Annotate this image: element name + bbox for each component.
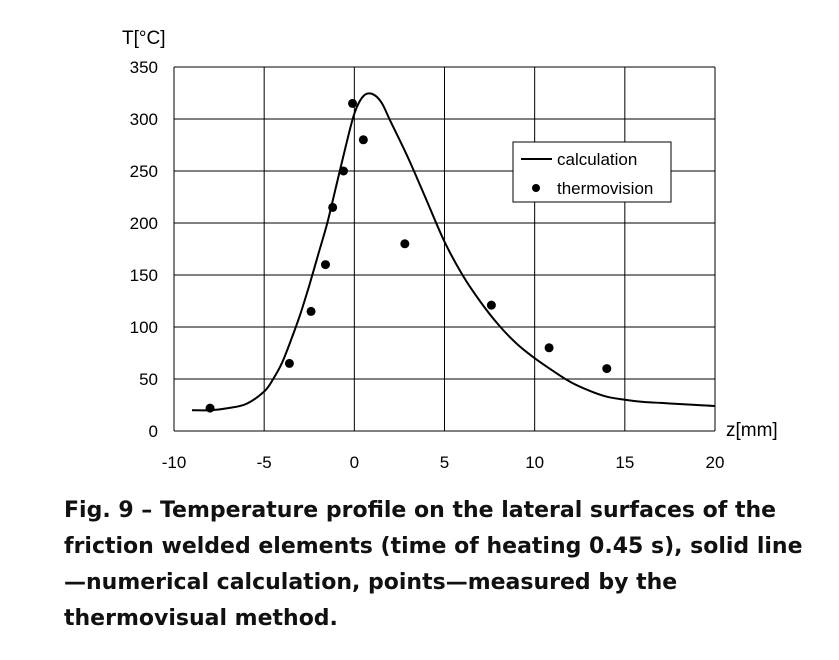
y-tick-label: 250	[130, 162, 158, 181]
plot-grid	[173, 66, 716, 432]
y-tick-label: 150	[130, 266, 158, 285]
figure-caption: Fig. 9 – Temperature profile on the late…	[64, 498, 803, 631]
data-point-thermovision	[348, 98, 358, 108]
legend-point-icon	[532, 184, 540, 192]
series-points-thermovision	[205, 98, 612, 413]
legend: calculation thermovision	[512, 141, 672, 203]
x-tick-label: 20	[706, 453, 725, 472]
temperature-profile-chart: T[°C] -10 -5 0 5 10 15 20050100150200250300350…	[122, 28, 778, 472]
x-axis-label: z[mm]	[726, 420, 778, 441]
x-tick-label: 15	[615, 453, 634, 472]
y-tick-label: 100	[130, 318, 158, 337]
data-point-thermovision	[320, 260, 330, 270]
y-tick-label: 350	[130, 58, 158, 77]
data-point-thermovision	[328, 202, 338, 212]
data-point-thermovision	[306, 306, 316, 316]
series-line-calculation	[191, 92, 716, 412]
data-point-thermovision	[544, 343, 554, 353]
legend-box	[512, 141, 672, 203]
y-tick-label: 50	[139, 370, 158, 389]
x-tick-label: -10	[162, 453, 187, 472]
x-tick-label: 10	[525, 453, 544, 472]
legend-label-calculation: calculation	[557, 150, 637, 169]
x-tick-label: 5	[440, 453, 449, 472]
x-tick-label: 0	[350, 453, 359, 472]
y-axis-label: T[°C]	[122, 28, 165, 49]
data-point-thermovision	[602, 364, 612, 374]
legend-label-thermovision: thermovision	[557, 179, 653, 198]
y-tick-label: 0	[149, 422, 158, 441]
data-point-thermovision	[339, 166, 349, 176]
x-tick-label: -5	[257, 453, 272, 472]
data-point-thermovision	[486, 300, 496, 310]
data-point-thermovision	[400, 239, 410, 249]
y-tick-label: 300	[130, 110, 158, 129]
data-point-thermovision	[358, 135, 368, 145]
y-tick-label: 200	[130, 214, 158, 233]
data-point-thermovision	[205, 403, 215, 413]
data-point-thermovision	[284, 358, 294, 368]
